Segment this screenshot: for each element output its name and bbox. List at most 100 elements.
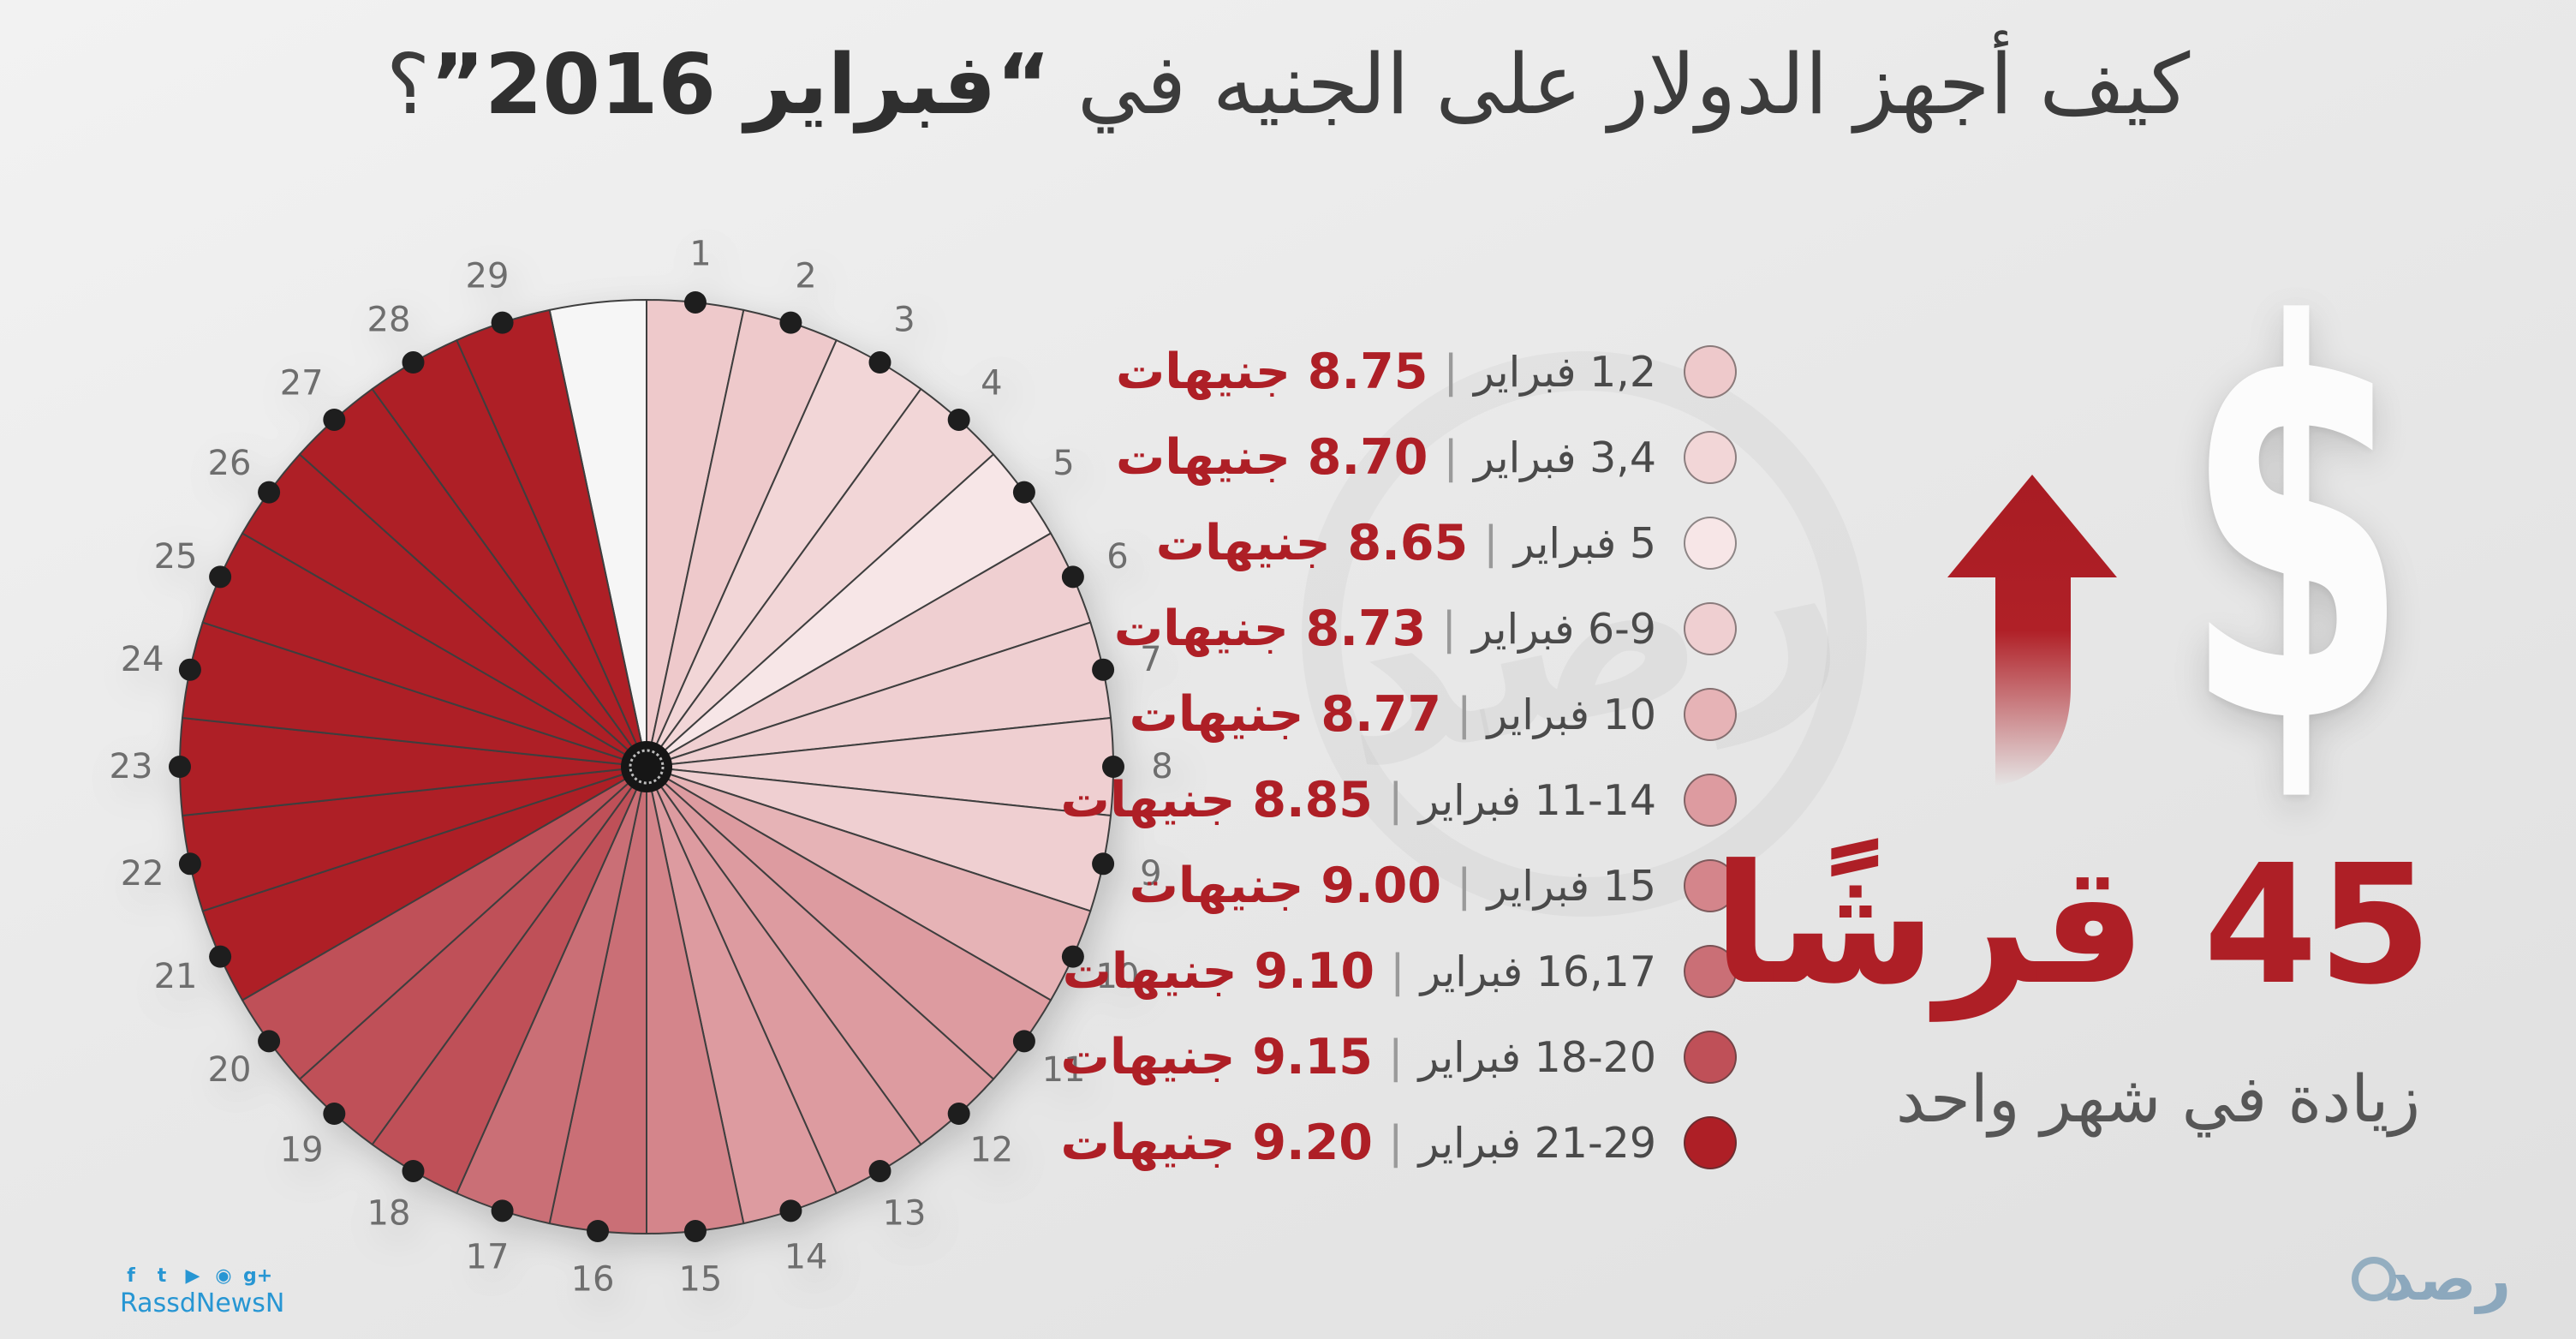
day-dot (779, 1199, 802, 1222)
legend-separator: | (1443, 346, 1458, 398)
day-label: 9 (1140, 854, 1161, 894)
rassd-logo: رصد (2351, 1244, 2511, 1314)
legend-row: 1,2 فبراير | 8.75 جنيهات (1116, 332, 1737, 411)
legend-separator: | (1457, 689, 1472, 740)
day-dot (491, 1199, 514, 1222)
legend-value-label: 8.70 جنيهات (1116, 429, 1428, 486)
day-label: 8 (1151, 747, 1172, 786)
legend-date-label: 15 فبراير (1487, 861, 1656, 911)
legend-date-label: 16,17 فبراير (1420, 947, 1656, 996)
legend-separator: | (1443, 432, 1458, 483)
day-dot (178, 658, 201, 681)
legend-date-label: 11-14 فبراير (1418, 775, 1657, 825)
day-dot (683, 290, 707, 314)
facebook-icon: f (127, 1265, 135, 1287)
social-handle: RassdNewsN (120, 1288, 285, 1318)
day-dot (868, 351, 891, 374)
social-icons: f t ▶ ◉ g+ (120, 1266, 284, 1287)
pie-hub (621, 741, 672, 792)
amount-unit: قرشًا (1712, 830, 2146, 1021)
day-dot (868, 1159, 891, 1182)
day-dot (209, 565, 232, 589)
day-dot (258, 1030, 281, 1053)
day-label: 20 (208, 1050, 252, 1090)
legend-color-swatch (1684, 517, 1737, 570)
title-part1: كيف أجهز الدولار على الجنيه في (1076, 36, 2191, 133)
legend-color-swatch (1684, 859, 1737, 912)
day-dot (587, 1220, 610, 1243)
legend-separator: | (1387, 1031, 1404, 1083)
day-dot (491, 311, 514, 334)
legend-separator: | (1390, 946, 1405, 997)
day-dot (209, 945, 232, 968)
pie-hub-detail (629, 749, 665, 785)
legend-date-label: 1,2 فبراير (1473, 347, 1656, 397)
legend-date-label: 10 فبراير (1487, 690, 1656, 739)
day-dot (1092, 852, 1115, 876)
legend-separator: | (1483, 517, 1499, 569)
social-block: f t ▶ ◉ g+ RassdNewsN (120, 1266, 285, 1319)
legend-separator: | (1457, 860, 1472, 912)
day-label: 29 (466, 256, 510, 296)
legend-separator: | (1387, 1117, 1404, 1169)
day-dot (402, 351, 425, 374)
title-highlight: “فبراير 2016” (430, 36, 1052, 133)
day-dot (258, 481, 281, 504)
day-label: 15 (678, 1260, 722, 1300)
logo-ring-icon (2351, 1257, 2396, 1301)
day-dot (1102, 756, 1124, 778)
day-dot (947, 1103, 970, 1126)
legend-value-label: 9.15 جنيهات (1060, 1029, 1373, 1085)
day-label: 18 (367, 1193, 411, 1233)
legend-date-label: 6-9 فبراير (1471, 604, 1656, 654)
day-dot (947, 408, 970, 431)
legend-separator: | (1387, 774, 1404, 826)
day-label: 26 (208, 444, 252, 483)
amount-caption: زيادة في شهر واحد (1895, 1061, 2421, 1137)
legend-row: 5 فبراير | 8.65 جنيهات (1156, 504, 1737, 583)
page-title: كيف أجهز الدولار على الجنيه في “فبراير 2… (0, 36, 2576, 133)
legend-value-label: 9.00 جنيهات (1129, 858, 1441, 914)
day-label: 6 (1106, 537, 1128, 577)
legend-row: 11-14 فبراير | 8.85 جنيهات (1061, 761, 1737, 840)
legend-value-label: 8.65 جنيهات (1155, 515, 1469, 571)
legend-color-swatch (1684, 345, 1737, 398)
youtube-icon: ▶ (185, 1265, 200, 1287)
legend-date-label: 18-20 فبراير (1418, 1032, 1657, 1082)
legend-value-label: 8.77 جنيهات (1129, 686, 1441, 743)
legend-date-label: 21-29 فبراير (1418, 1118, 1657, 1168)
legend-color-swatch (1684, 774, 1737, 827)
day-dot (683, 1220, 707, 1243)
day-label: 1 (689, 234, 711, 273)
day-label: 16 (571, 1260, 615, 1300)
legend-value-label: 9.10 جنيهات (1062, 943, 1375, 1000)
legend-row: 10 فبراير | 8.77 جنيهات (1130, 675, 1737, 754)
day-label: 19 (280, 1130, 324, 1169)
legend-color-swatch (1684, 1031, 1737, 1084)
day-dot (169, 756, 191, 778)
legend-separator: | (1441, 603, 1457, 655)
legend-value-label: 8.85 جنيهات (1060, 772, 1373, 828)
legend-value-label: 9.20 جنيهات (1060, 1115, 1373, 1171)
day-label: 7 (1140, 640, 1161, 679)
day-label: 17 (466, 1238, 510, 1277)
legend-value-label: 8.75 جنيهات (1116, 344, 1428, 400)
day-label: 25 (154, 537, 198, 577)
day-label: 12 (969, 1130, 1013, 1169)
legend-color-swatch (1684, 688, 1737, 741)
day-label: 14 (784, 1238, 828, 1277)
google-plus-icon: g+ (243, 1265, 273, 1287)
day-label: 4 (981, 364, 1002, 403)
title-question-mark: ؟ (385, 36, 431, 133)
day-dot (779, 311, 802, 334)
legend-color-swatch (1684, 945, 1737, 998)
day-label: 23 (110, 747, 153, 786)
logo-text: رصد (2383, 1244, 2511, 1314)
twitter-icon: t (157, 1265, 167, 1287)
day-dot (323, 1103, 346, 1126)
pie-chart: 1 2 3 4 5 6 7 8 9 10 11 12 13 14 15 16 17 18 19 20 21 22 23 24 2… (101, 221, 1192, 1312)
up-arrow-icon (1942, 471, 2122, 792)
legend-color-swatch (1684, 1116, 1737, 1169)
day-label: 28 (367, 301, 411, 340)
